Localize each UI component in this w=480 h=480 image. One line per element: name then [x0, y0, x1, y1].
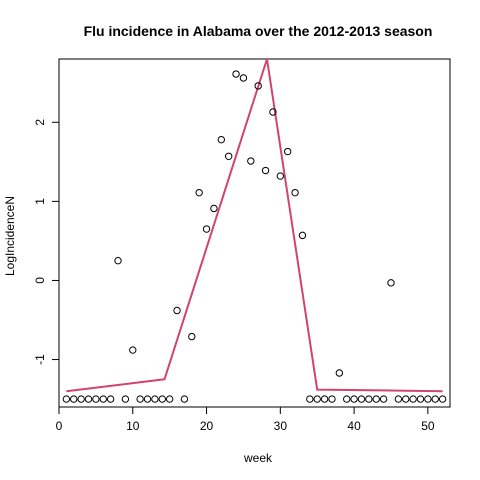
data-point	[394, 395, 403, 403]
data-point	[357, 395, 366, 403]
data-point	[306, 395, 314, 403]
data-point	[173, 306, 181, 315]
data-point	[372, 395, 380, 403]
data-point	[62, 395, 71, 403]
data-point	[77, 395, 85, 403]
data-point	[335, 369, 344, 377]
x-tick-label: 20	[200, 419, 214, 433]
data-point	[106, 395, 115, 403]
data-point	[409, 395, 417, 403]
data-point	[99, 395, 107, 403]
x-tick-label: 50	[421, 419, 435, 433]
data-point	[291, 188, 299, 197]
data-point	[261, 166, 270, 175]
data-point	[217, 135, 226, 144]
y-tick-label: 1	[33, 198, 47, 205]
x-axis-label: week	[243, 451, 273, 465]
data-point	[247, 157, 255, 165]
data-point	[239, 74, 248, 82]
data-point	[84, 395, 93, 403]
data-point	[276, 172, 285, 180]
data-point	[224, 152, 233, 160]
data-point	[269, 108, 277, 116]
plot-frame	[58, 58, 451, 408]
x-axis: 0 10 20 30 40 50	[56, 406, 435, 433]
data-point	[379, 395, 388, 403]
data-point	[121, 395, 130, 403]
data-point	[114, 256, 122, 265]
data-point	[143, 395, 152, 403]
data-point	[165, 395, 174, 403]
data-point	[283, 147, 292, 156]
data-point	[180, 395, 189, 403]
data-point	[365, 395, 373, 403]
data-point	[320, 395, 329, 403]
data-point	[402, 395, 410, 403]
data-point	[202, 225, 211, 233]
y-axis: -1 0 1 2	[33, 119, 60, 365]
data-point	[188, 332, 196, 341]
data-point	[92, 395, 100, 403]
data-point	[298, 231, 307, 240]
data-point	[343, 395, 351, 403]
data-point	[313, 395, 321, 403]
y-tick-label: -1	[33, 354, 47, 365]
data-point	[129, 346, 137, 354]
data-point	[328, 395, 336, 403]
y-axis-label: LogIncidenceN	[3, 196, 17, 276]
data-point	[350, 395, 358, 403]
x-tick-label: 40	[347, 419, 361, 433]
data-point	[158, 395, 166, 403]
data-point	[254, 82, 262, 90]
y-tick-label: 2	[33, 119, 47, 126]
points-layer	[62, 70, 447, 403]
data-point	[195, 188, 203, 197]
fit-line	[66, 58, 443, 393]
data-point	[151, 395, 159, 403]
data-point	[136, 395, 144, 403]
data-point	[431, 395, 439, 403]
x-tick-label: 10	[126, 419, 140, 433]
y-tick-label: 0	[33, 277, 47, 284]
data-point	[210, 204, 218, 213]
chart-title: Flu incidence in Alabama over the 2012-2…	[84, 23, 433, 39]
x-tick-label: 0	[56, 419, 63, 433]
x-tick-label: 30	[274, 419, 288, 433]
data-point	[438, 395, 447, 403]
data-point	[424, 395, 432, 403]
data-point	[70, 395, 78, 403]
data-point	[416, 395, 425, 403]
data-point	[387, 279, 395, 287]
data-point	[232, 70, 240, 78]
fit-layer	[66, 58, 443, 393]
